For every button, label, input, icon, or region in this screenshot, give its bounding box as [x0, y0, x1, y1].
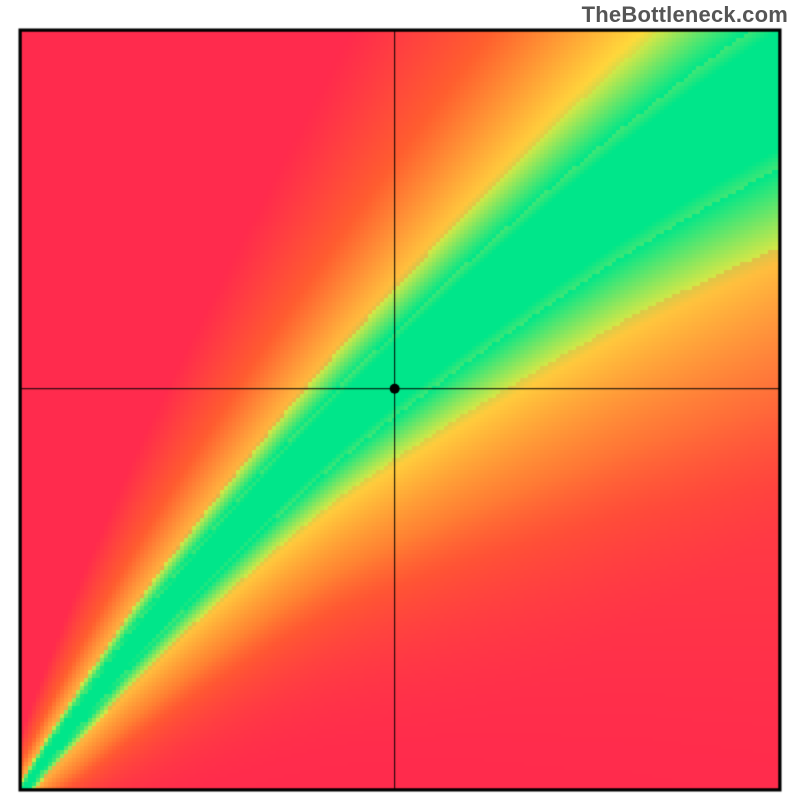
chart-container: TheBottleneck.com [0, 0, 800, 800]
heatmap-canvas [0, 0, 800, 800]
watermark-text: TheBottleneck.com [582, 2, 788, 28]
